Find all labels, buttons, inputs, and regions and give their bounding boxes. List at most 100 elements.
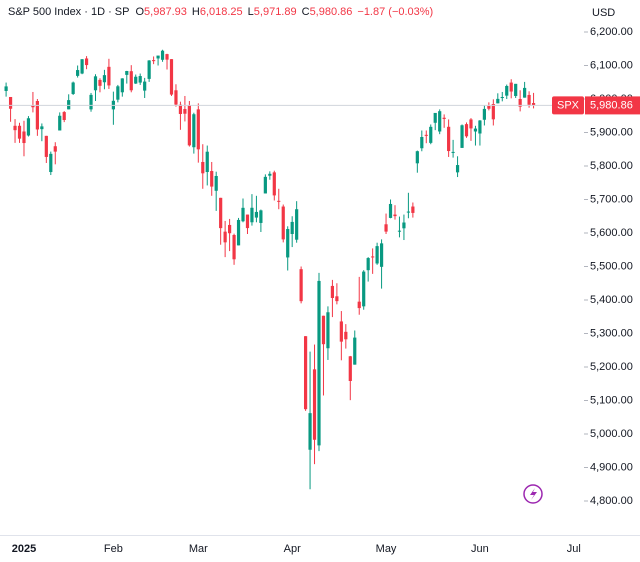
candle-body (44, 135, 48, 157)
candle-body (348, 356, 352, 381)
candle-body (245, 214, 250, 229)
candle-body (17, 125, 22, 139)
candle-body (523, 87, 527, 98)
candle-body (178, 104, 183, 114)
candle-body (205, 151, 209, 173)
y-tick-label: 5,100.00 (590, 394, 633, 406)
x-tick-label: Apr (284, 543, 301, 555)
candle-body (527, 94, 531, 105)
candle-body (384, 224, 388, 232)
candle-body (335, 296, 339, 302)
candle-body (236, 219, 241, 246)
candle-body (165, 54, 169, 60)
y-tick-label: 5,200.00 (590, 361, 633, 373)
candle-body (102, 75, 107, 83)
price-tag-value: 5,980.86 (590, 99, 633, 111)
l-label: L (248, 6, 254, 18)
candle-body (89, 94, 93, 110)
candle-body (219, 197, 223, 229)
candle-body (71, 82, 75, 94)
candle-body (272, 172, 276, 196)
candle-body (286, 229, 290, 258)
candle-body (156, 55, 160, 59)
candle-body (125, 70, 129, 75)
o-label: O (135, 6, 144, 18)
candle-body (263, 176, 267, 194)
candle-body (26, 118, 31, 136)
candle-body (330, 285, 335, 298)
candle-body (308, 413, 312, 450)
candle-body (40, 126, 44, 130)
lightning-glyph (530, 488, 537, 500)
candle-body (411, 206, 415, 213)
y-tick-label: 5,900.00 (590, 126, 633, 138)
candle-body (13, 125, 17, 131)
l-value: 5,971.89 (254, 6, 297, 18)
title: S&P 500 Index · 1D · SP (8, 6, 129, 18)
candle-body (500, 97, 504, 99)
candle-body (496, 98, 500, 104)
candle-body (303, 336, 308, 410)
candle-body (120, 78, 124, 93)
y-tick-label: 5,500.00 (590, 260, 633, 272)
candle-body (129, 71, 133, 91)
price-tag-symbol-bg (552, 96, 584, 115)
candle-body (183, 109, 187, 114)
candle-body (53, 146, 57, 152)
candle-body (228, 224, 232, 234)
candle-body (469, 119, 473, 129)
candle-body (134, 76, 138, 84)
candle-body (464, 124, 469, 137)
h-label: H (192, 6, 200, 18)
candle-body (62, 112, 66, 120)
candle-body (201, 161, 205, 174)
candle-body (357, 301, 361, 309)
candle-body (210, 171, 214, 187)
candle-body (22, 131, 26, 144)
candle-body (491, 104, 495, 120)
candle-body (518, 98, 522, 107)
y-tick-label: 6,100.00 (590, 59, 633, 71)
x-tick-label: Feb (104, 543, 123, 555)
candle-body (397, 230, 402, 232)
candle-body (433, 112, 437, 123)
candle-body (223, 231, 227, 243)
candle-body (174, 90, 178, 105)
candle-body (482, 108, 486, 120)
price-tag-bg (585, 96, 640, 115)
candle-body (420, 136, 424, 149)
h-value: 6,018.25 (200, 6, 243, 18)
candle-body (366, 258, 370, 271)
candle-body (254, 211, 259, 218)
candle-body (241, 207, 245, 222)
candle-body (393, 214, 397, 217)
candle-body (321, 315, 326, 345)
candle-body (49, 153, 53, 173)
candle-body (509, 82, 513, 92)
candle-body (138, 76, 142, 83)
candle-body (429, 126, 433, 143)
candle-body (58, 115, 62, 131)
candle-body (388, 203, 393, 218)
candle-body (259, 210, 263, 223)
c-value: 5,980.86 (310, 6, 353, 18)
candle-body (299, 269, 303, 302)
x-tick-label: May (376, 543, 397, 555)
candle-body (460, 125, 464, 148)
candle-body (447, 126, 451, 152)
candle-body (277, 200, 281, 202)
plot: 4,800.00 4,900.00 5,000.00 5,100.00 5,200.00… (0, 26, 640, 555)
candle-body (290, 221, 294, 234)
y-tick-label: 5,300.00 (590, 327, 633, 339)
candle-body (442, 117, 446, 119)
candle-body (353, 337, 357, 365)
candle-body (295, 209, 299, 240)
candle-body (147, 60, 151, 79)
candle-body (415, 151, 419, 164)
candle-body (531, 103, 536, 106)
y-tick-label: 5,400.00 (590, 294, 633, 306)
y-tick-label: 4,900.00 (590, 461, 633, 473)
header-title: S&P 500 Index · 1D · SP O5,987.93 H6,018.2… (8, 6, 433, 18)
